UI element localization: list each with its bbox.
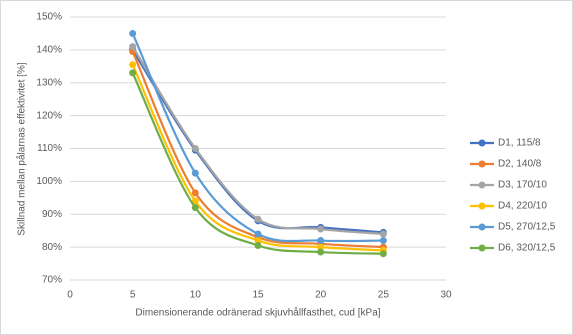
series-line bbox=[131, 32, 384, 243]
y-tick-label: 140% bbox=[36, 45, 62, 56]
legend-marker bbox=[478, 139, 486, 147]
data-point bbox=[191, 197, 199, 205]
y-axis-label: Skillnad mellan pålarnas effektivitet [%… bbox=[16, 62, 28, 235]
legend-label: D1, 115/8 bbox=[498, 138, 541, 149]
series-line bbox=[131, 72, 384, 255]
legend-label: D3, 170/10 bbox=[498, 180, 547, 191]
legend-label: D5, 270/12,5 bbox=[498, 222, 556, 233]
data-point bbox=[191, 204, 199, 212]
legend-marker bbox=[478, 223, 486, 231]
data-point bbox=[379, 230, 387, 238]
data-point bbox=[317, 225, 325, 233]
y-tick-label: 100% bbox=[36, 176, 62, 187]
data-point bbox=[379, 250, 387, 258]
y-tick-label: 120% bbox=[36, 110, 62, 121]
x-axis-label: Dimensionerande odränerad skjuvhållfasth… bbox=[135, 307, 380, 319]
x-tick-label: 15 bbox=[252, 290, 264, 301]
data-point bbox=[317, 243, 325, 251]
data-point bbox=[254, 230, 262, 238]
data-point bbox=[254, 241, 262, 249]
data-point bbox=[129, 61, 137, 69]
y-tick-label: 70% bbox=[42, 275, 62, 286]
series-line bbox=[131, 51, 384, 249]
data-point bbox=[317, 237, 325, 245]
x-tick-label: 30 bbox=[440, 290, 452, 301]
legend-label: D6, 320/12,5 bbox=[498, 243, 556, 254]
data-point bbox=[129, 43, 137, 51]
legend-marker bbox=[478, 181, 486, 189]
x-tick-label: 20 bbox=[315, 290, 327, 301]
data-point bbox=[129, 69, 137, 77]
x-tick-label: 10 bbox=[190, 290, 202, 301]
legend-marker bbox=[478, 244, 486, 252]
data-point bbox=[129, 29, 137, 37]
data-point bbox=[317, 248, 325, 256]
y-tick-label: 130% bbox=[36, 77, 62, 88]
data-point bbox=[254, 215, 262, 223]
legend-label: D2, 140/8 bbox=[498, 159, 542, 170]
data-point bbox=[191, 169, 199, 177]
x-tick-label: 5 bbox=[130, 290, 136, 301]
x-tick-label: 25 bbox=[378, 290, 390, 301]
y-tick-label: 80% bbox=[42, 242, 62, 253]
series-line bbox=[131, 64, 384, 252]
data-point bbox=[191, 145, 199, 152]
data-point bbox=[254, 237, 262, 245]
y-tick-label: 150% bbox=[36, 12, 62, 23]
series-line bbox=[131, 49, 384, 234]
legend-label: D4, 220/10 bbox=[498, 201, 547, 212]
x-tick-label: 0 bbox=[67, 290, 73, 301]
legend-marker bbox=[478, 160, 486, 168]
y-tick-label: 90% bbox=[42, 209, 62, 220]
y-tick-label: 110% bbox=[37, 143, 62, 154]
data-point bbox=[379, 237, 387, 245]
legend-marker bbox=[478, 202, 486, 210]
series-line bbox=[131, 46, 384, 236]
data-point bbox=[191, 189, 199, 197]
